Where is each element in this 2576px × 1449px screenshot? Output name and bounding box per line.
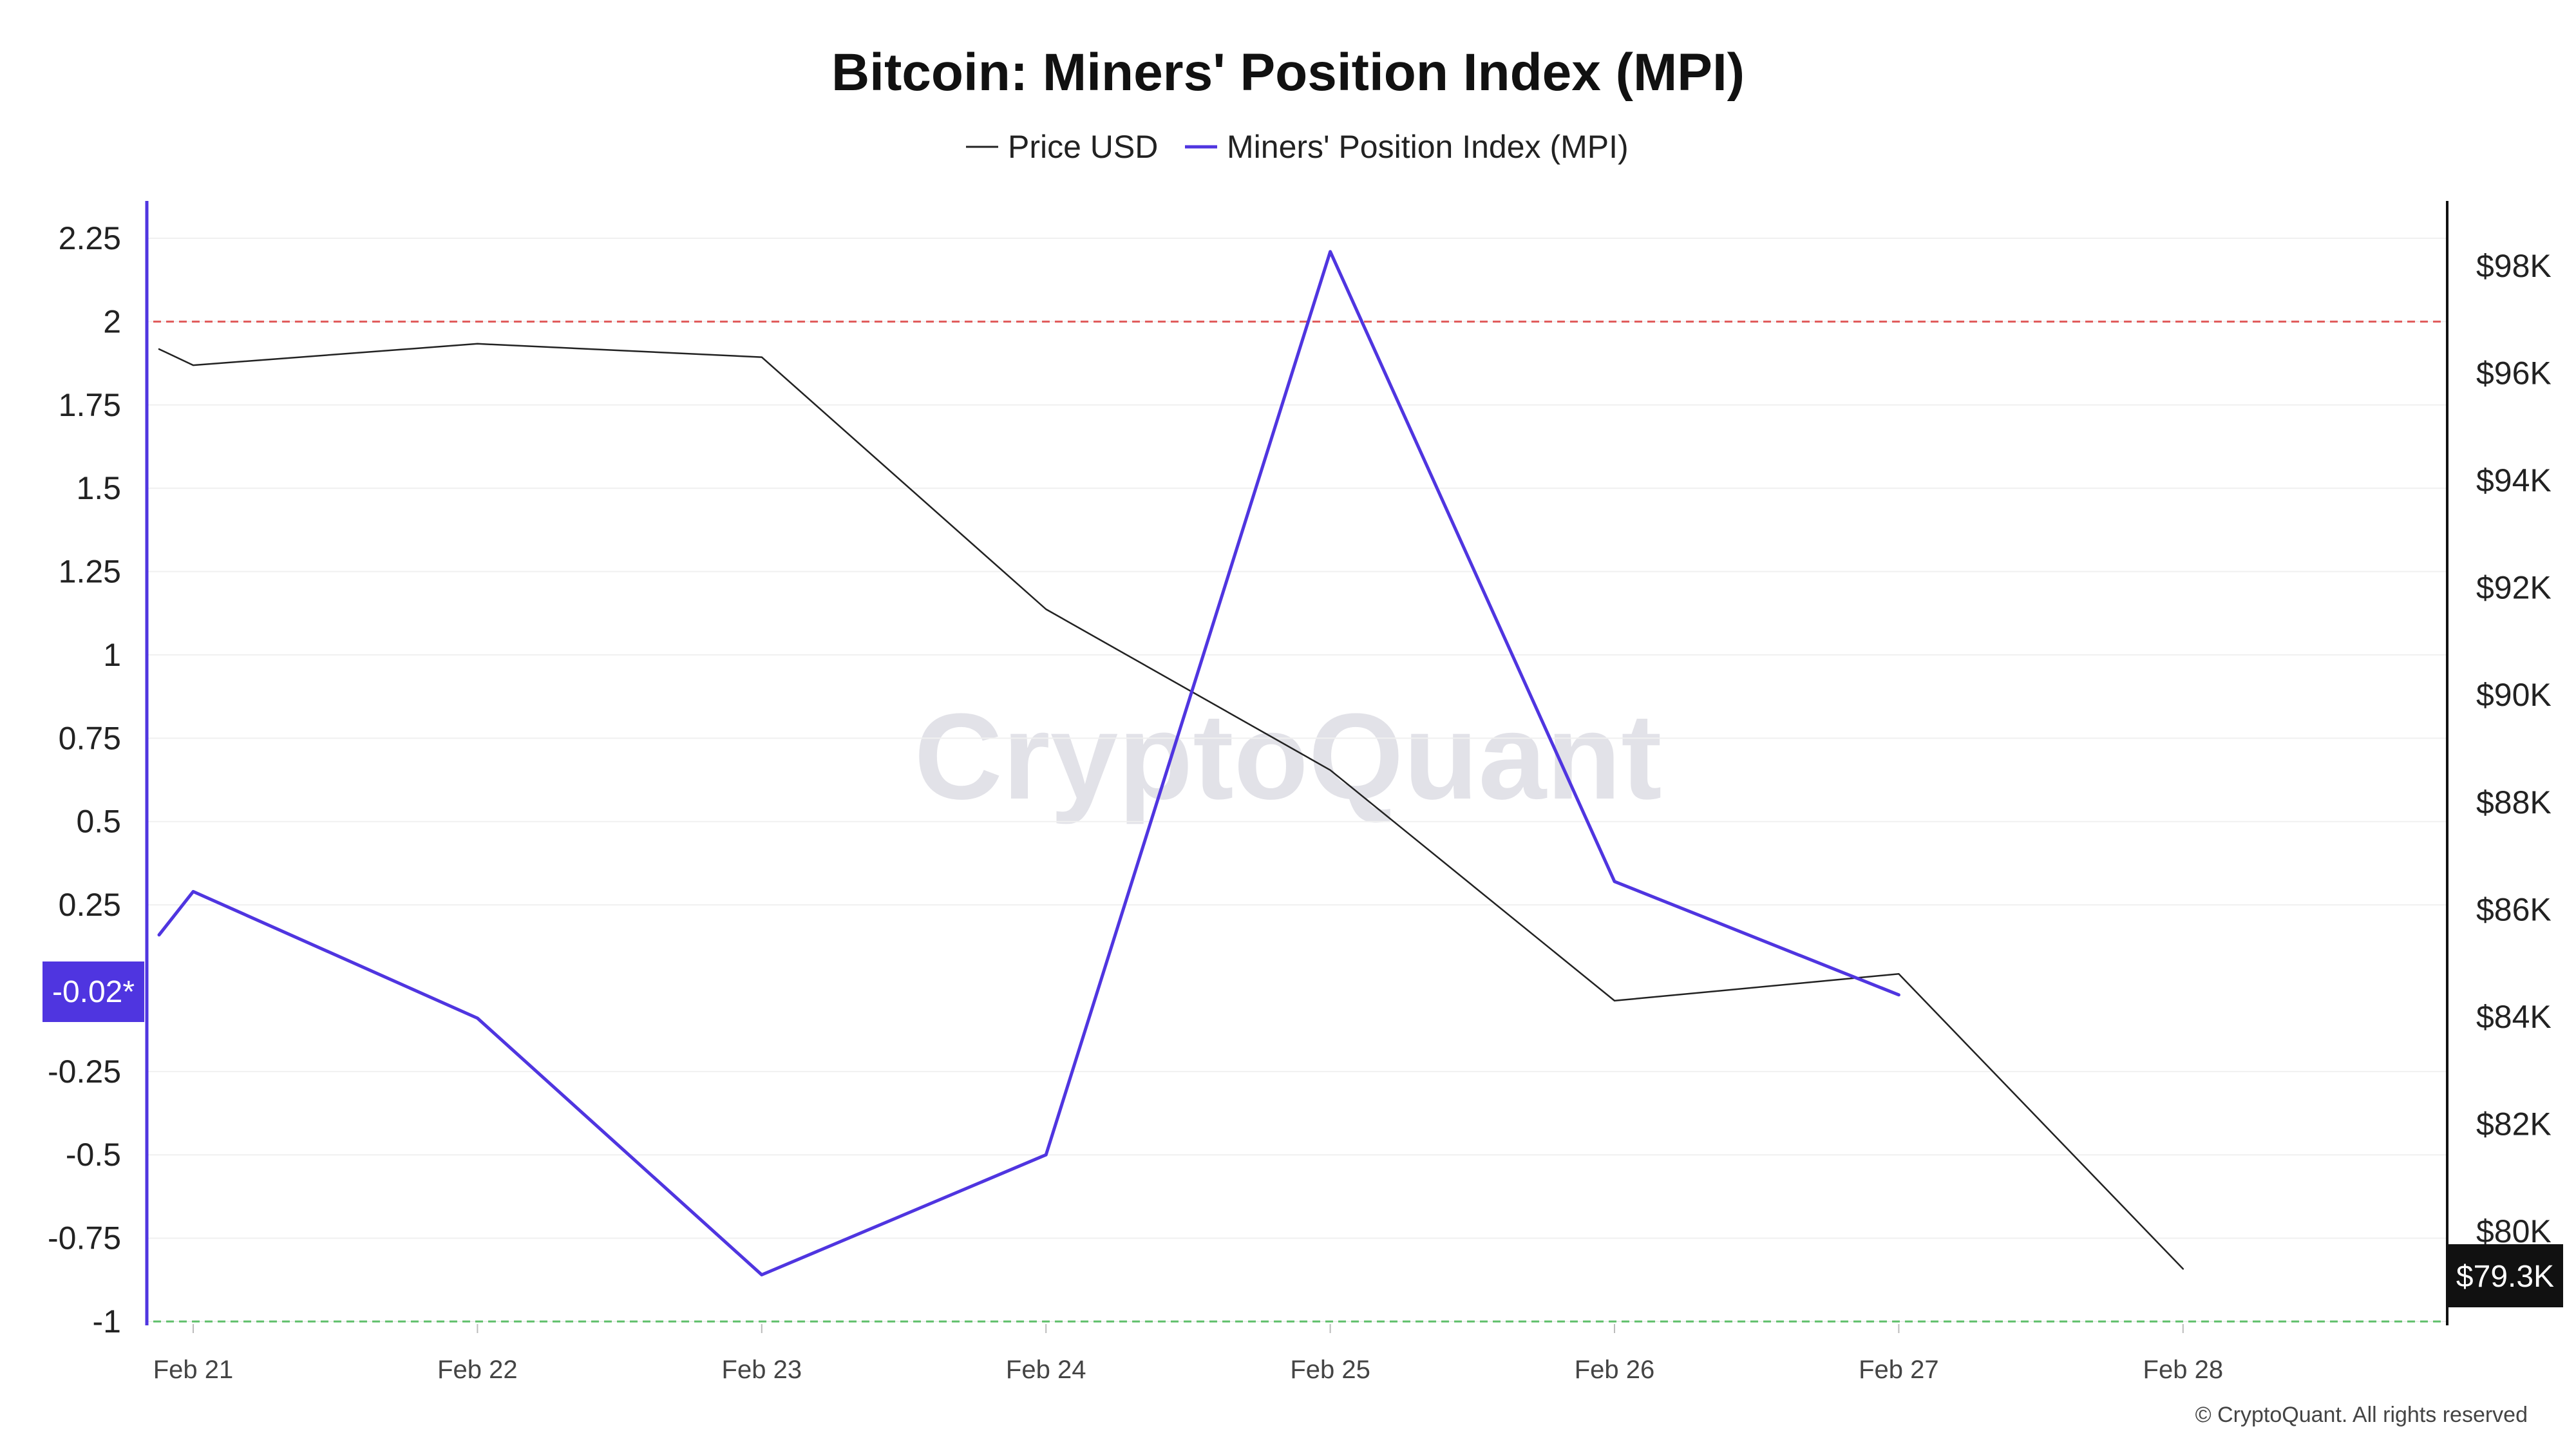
left-tick-label: 1.5 xyxy=(76,470,121,506)
left-tick-label: 0.5 xyxy=(76,804,121,840)
axes xyxy=(145,201,2448,1325)
mpi-current-badge-text: -0.02* xyxy=(52,975,135,1009)
right-tick-label: $90K xyxy=(2476,677,2552,713)
right-tick-label: $96K xyxy=(2476,355,2552,392)
x-tick-label: Feb 24 xyxy=(1006,1356,1086,1384)
copyright: © CryptoQuant. All rights reserved xyxy=(2195,1403,2528,1427)
left-tick-label: 1 xyxy=(103,637,121,673)
legend-label-price: Price USD xyxy=(1008,129,1158,165)
grid-lines xyxy=(147,238,2447,1322)
left-tick-label: -1 xyxy=(93,1303,121,1340)
x-tick-label: Feb 21 xyxy=(153,1356,234,1384)
chart-title: Bitcoin: Miners' Position Index (MPI) xyxy=(831,43,1745,102)
right-tick-label: $82K xyxy=(2476,1106,2552,1142)
right-tick-label: $80K xyxy=(2476,1213,2552,1249)
left-tick-label: -0.25 xyxy=(48,1054,121,1090)
right-tick-label: $88K xyxy=(2476,784,2552,820)
right-axis-ticks: $98K $96K $94K $92K $90K $88K $86K $84K $82K $80K xyxy=(2476,248,2552,1249)
x-tick-label: Feb 25 xyxy=(1290,1356,1370,1384)
right-tick-label: $84K xyxy=(2476,999,2552,1035)
series-lines xyxy=(157,250,2184,1276)
x-tick-label: Feb 22 xyxy=(437,1356,518,1384)
left-axis-ticks: 2.25 2 1.75 1.5 1.25 1 0.75 0.5 0.25 -0.25 -0.5 -0.… xyxy=(48,220,121,1340)
right-tick-label: $98K xyxy=(2476,248,2552,284)
watermark: CryptoQuant xyxy=(914,688,1662,825)
legend: Price USD Miners' Position Index (MPI) xyxy=(966,129,1629,165)
left-tick-label: -0.75 xyxy=(48,1220,121,1256)
price-current-badge: $79.3K xyxy=(2447,1244,2563,1307)
series-line-mpi xyxy=(157,250,1900,1276)
left-tick-label: 0.75 xyxy=(59,720,121,756)
left-tick-label: 1.75 xyxy=(59,387,121,423)
right-tick-label: $86K xyxy=(2476,891,2552,927)
x-axis-ticks: Feb 21 Feb 22 Feb 23 Feb 24 Feb 25 Feb 26 Feb … xyxy=(153,1324,2223,1384)
left-tick-label: -0.5 xyxy=(66,1137,121,1173)
left-tick-label: 2 xyxy=(103,303,121,339)
right-tick-label: $94K xyxy=(2476,462,2552,498)
left-tick-label: 1.25 xyxy=(59,554,121,590)
x-tick-label: Feb 27 xyxy=(1859,1356,1939,1384)
mpi-current-badge: -0.02* xyxy=(43,961,144,1022)
left-tick-label: 2.25 xyxy=(59,220,121,256)
x-tick-label: Feb 23 xyxy=(722,1356,802,1384)
price-current-badge-text: $79.3K xyxy=(2456,1260,2554,1294)
threshold-lines xyxy=(153,320,2441,1323)
x-tick-label: Feb 28 xyxy=(2143,1356,2224,1384)
x-tick-label: Feb 26 xyxy=(1575,1356,1655,1384)
legend-label-mpi: Miners' Position Index (MPI) xyxy=(1227,129,1629,165)
left-tick-label: 0.25 xyxy=(59,887,121,923)
right-tick-label: $92K xyxy=(2476,570,2552,606)
